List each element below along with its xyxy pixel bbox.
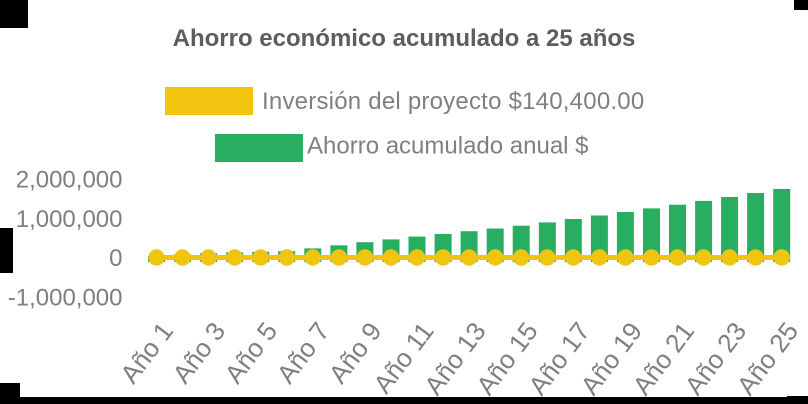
svg-text:Ahorro económico acumulado a 2: Ahorro económico acumulado a 25 años — [173, 25, 636, 52]
svg-text:Ahorro acumulado anual $: Ahorro acumulado anual $ — [307, 133, 589, 160]
svg-text:Inversión del proyecto $140,40: Inversión del proyecto $140,400.00 — [262, 88, 644, 115]
svg-text:1,000,000: 1,000,000 — [16, 206, 123, 233]
svg-text:2,000,000: 2,000,000 — [16, 167, 123, 194]
svg-text:0: 0 — [109, 245, 122, 272]
svg-text:-1,000,000: -1,000,000 — [8, 284, 123, 311]
